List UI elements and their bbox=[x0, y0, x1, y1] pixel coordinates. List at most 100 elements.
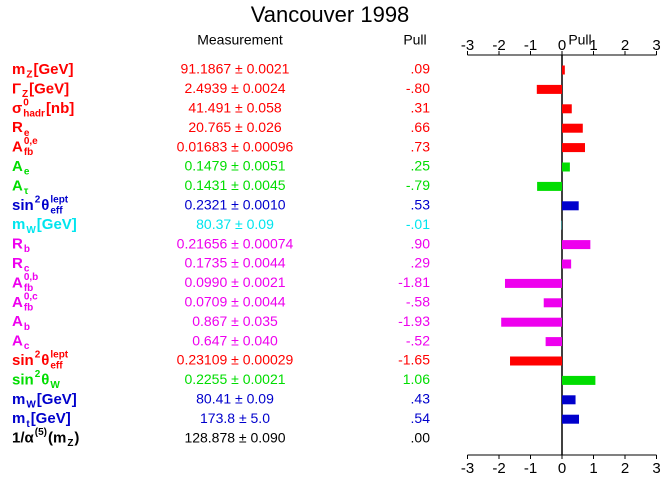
row-label: [nb] bbox=[46, 100, 74, 117]
measurement: 2.4939 ± 0.0024 bbox=[184, 80, 285, 96]
x-tick-label: -1 bbox=[524, 37, 537, 54]
pull-label: -1.65 bbox=[398, 352, 430, 368]
row-label-sup: 0,e bbox=[24, 136, 38, 147]
x-tick-label: -1 bbox=[524, 460, 537, 477]
row-label-sub: fb bbox=[24, 283, 33, 294]
measurement: 0.23109 ± 0.00029 bbox=[177, 352, 294, 368]
pull-label: .73 bbox=[411, 138, 431, 154]
row-label: m bbox=[12, 391, 25, 408]
measurement: 173.8 ± 5.0 bbox=[200, 410, 270, 426]
pull-bar bbox=[501, 317, 562, 327]
pull-label: -.79 bbox=[406, 177, 430, 193]
row-label: σ bbox=[12, 100, 22, 117]
pull-bar bbox=[562, 65, 565, 75]
pull-bar bbox=[562, 240, 591, 250]
row-label-sub: eff bbox=[50, 205, 63, 216]
measurement: 0.1735 ± 0.0044 bbox=[184, 255, 285, 271]
pull-bar bbox=[504, 278, 562, 288]
x-tick-label: 3 bbox=[652, 37, 660, 54]
row-label-sub: Z bbox=[22, 89, 28, 100]
x-tick-label: 0 bbox=[558, 37, 566, 54]
row-label: m bbox=[12, 216, 25, 233]
measurement: 80.41 ± 0.09 bbox=[196, 391, 274, 407]
pull-bar bbox=[562, 395, 576, 405]
pull-label: .54 bbox=[411, 410, 431, 426]
pull-bar bbox=[562, 375, 596, 385]
row-label-sub: e bbox=[24, 128, 30, 139]
row-label-sub: fb bbox=[24, 147, 33, 158]
pull-label: .66 bbox=[411, 119, 431, 135]
row-label-sup: 2 bbox=[35, 350, 41, 361]
measurement: 0.01683 ± 0.00096 bbox=[177, 138, 294, 154]
pull-label: .90 bbox=[411, 235, 431, 251]
pull-bar bbox=[562, 201, 579, 211]
row-label: sin bbox=[12, 352, 34, 369]
pull-bar bbox=[562, 259, 572, 269]
pull-bar bbox=[536, 84, 562, 94]
pull-label: -.58 bbox=[406, 294, 430, 310]
row-label: [GeV] bbox=[37, 391, 77, 408]
pull-label: .00 bbox=[411, 429, 431, 445]
column-header: Pull bbox=[403, 32, 426, 48]
row-label-sub: τ bbox=[24, 186, 29, 197]
row-label-sub: Z bbox=[26, 70, 32, 81]
pull-bar bbox=[562, 414, 580, 424]
row-label: A bbox=[12, 333, 23, 350]
pull-label: .31 bbox=[411, 100, 431, 116]
pull-bar bbox=[543, 298, 562, 308]
pull-label: -.01 bbox=[406, 216, 430, 232]
row-label-sub: c bbox=[24, 341, 30, 352]
row-label: Γ bbox=[12, 80, 21, 97]
row-label: sin bbox=[12, 371, 34, 388]
row-label: m bbox=[12, 410, 25, 427]
row-label-sub: e bbox=[24, 167, 30, 178]
pull-label: -.52 bbox=[406, 332, 430, 348]
x-tick-label: -2 bbox=[492, 460, 505, 477]
row-label-sub: W bbox=[26, 225, 36, 236]
row-label: R bbox=[12, 236, 23, 253]
row-label: [GeV] bbox=[33, 61, 73, 78]
measurement: 80.37 ± 0.09 bbox=[196, 216, 274, 232]
row-label: m bbox=[12, 61, 25, 78]
pull-label: .25 bbox=[411, 158, 431, 174]
measurement: 0.1479 ± 0.0051 bbox=[184, 158, 285, 174]
measurement: 20.765 ± 0.026 bbox=[188, 119, 282, 135]
row-label-sup: 0 bbox=[23, 97, 29, 108]
measurement: 41.491 ± 0.058 bbox=[188, 100, 282, 116]
row-label: (m bbox=[48, 430, 66, 447]
pull-label: .53 bbox=[411, 197, 431, 213]
row-label-sup: 2 bbox=[35, 194, 41, 205]
pull-bar bbox=[562, 162, 570, 172]
row-label: θ bbox=[41, 371, 49, 388]
row-label-sub: W bbox=[50, 380, 60, 391]
measurement: 91.1867 ± 0.0021 bbox=[181, 61, 290, 77]
pull-bar bbox=[562, 143, 585, 153]
row-label: ) bbox=[74, 430, 79, 447]
pull-bar bbox=[562, 123, 583, 133]
pull-label: -.80 bbox=[406, 80, 430, 96]
row-label: A bbox=[12, 158, 23, 175]
row-label-sup: 0,c bbox=[24, 291, 38, 302]
row-label: R bbox=[12, 119, 23, 136]
pull-label: .09 bbox=[411, 61, 431, 77]
axis-label: Pull bbox=[568, 32, 591, 48]
column-header: Measurement bbox=[197, 32, 283, 48]
row-label-sup: 2 bbox=[35, 369, 41, 380]
pull-label: 1.06 bbox=[403, 371, 430, 387]
row-label-sub: W bbox=[26, 399, 36, 410]
row-label-sub: hadr bbox=[23, 108, 45, 119]
row-label: θ bbox=[41, 197, 49, 214]
measurement: 0.867 ± 0.035 bbox=[192, 313, 278, 329]
row-label: A bbox=[12, 294, 23, 311]
measurement: 0.647 ± 0.040 bbox=[192, 332, 278, 348]
x-tick-label: 2 bbox=[621, 37, 629, 54]
x-tick-label: -2 bbox=[492, 37, 505, 54]
row-label: A bbox=[12, 274, 23, 291]
row-label-sup: (5) bbox=[35, 427, 47, 438]
row-label: [GeV] bbox=[29, 80, 69, 97]
row-label: A bbox=[12, 177, 23, 194]
measurement: 0.2255 ± 0.0021 bbox=[184, 371, 285, 387]
row-label-sup: lept bbox=[50, 350, 68, 361]
measurement: 0.2321 ± 0.0010 bbox=[184, 197, 285, 213]
